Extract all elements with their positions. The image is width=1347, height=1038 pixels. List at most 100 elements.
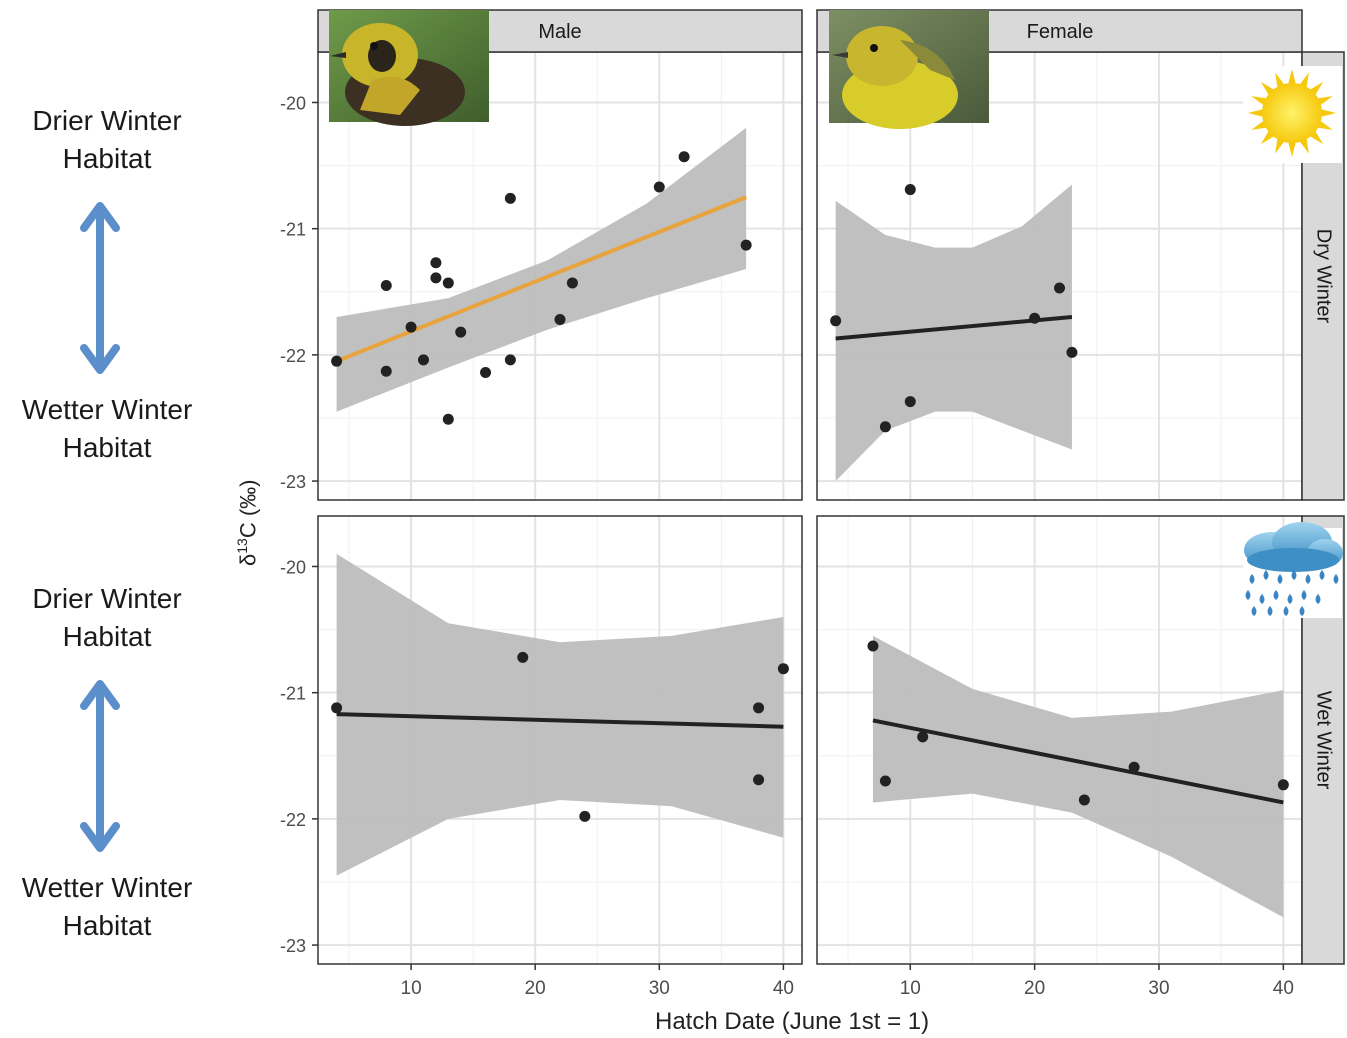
y-tick-label: -21 — [280, 220, 306, 240]
data-point — [579, 810, 591, 822]
x-tick-label: 40 — [1273, 978, 1294, 999]
male-bird-photo — [329, 10, 489, 126]
facet-strip-label: Female — [1027, 21, 1094, 43]
double-arrow-icon-bottom — [80, 676, 120, 861]
data-point — [517, 651, 529, 663]
y-tick-label: -20 — [280, 557, 306, 577]
rain-drop — [1283, 606, 1289, 616]
rain-drop — [1291, 570, 1297, 580]
panel-male-wet-winter: -20 -21 -22 -23 10 20 30 40 — [280, 515, 803, 999]
data-point — [405, 321, 417, 333]
facet-strip-label: Male — [538, 21, 581, 43]
sun-ray — [1318, 121, 1333, 130]
y-tick-label: -23 — [280, 472, 306, 492]
rain-drop — [1319, 570, 1325, 580]
drier-habitat-label-top: Drier Winter Habitat — [32, 105, 182, 174]
data-point — [380, 365, 392, 377]
double-arrow-icon-top — [80, 198, 120, 383]
confidence-band — [872, 635, 1284, 918]
x-tick-label: 30 — [1148, 978, 1169, 999]
sun-ray — [1275, 72, 1284, 87]
rain-drop — [1259, 594, 1265, 604]
confidence-band — [336, 553, 784, 876]
rain-drop — [1277, 574, 1283, 584]
y-tick-label: -20 — [280, 93, 306, 113]
data-point — [430, 257, 442, 269]
sun-ray — [1288, 142, 1296, 157]
facet-strip-label: Dry Winter — [1313, 229, 1335, 324]
data-point — [1054, 282, 1065, 294]
y-tick-label: -21 — [280, 684, 306, 704]
confidence-band — [336, 127, 747, 412]
sun-ray — [1260, 131, 1274, 145]
x-tick-label: 20 — [525, 978, 546, 999]
data-point — [653, 181, 665, 193]
data-point — [380, 279, 392, 291]
data-point — [753, 774, 765, 786]
sun-ray — [1310, 131, 1324, 145]
data-point — [904, 396, 916, 408]
sun-ray — [1300, 139, 1309, 154]
data-point — [879, 421, 891, 433]
rain-drop — [1305, 574, 1311, 584]
data-point — [753, 702, 765, 714]
data-point — [442, 277, 454, 289]
data-point — [566, 277, 578, 289]
rain-drop — [1315, 594, 1321, 604]
data-point — [904, 184, 916, 196]
sun-ray — [1260, 81, 1274, 95]
wetter-habitat-label-bottom: Wetter Winter Habitat — [21, 872, 193, 941]
x-tick-label: 10 — [900, 978, 921, 999]
x-tick-label: 30 — [649, 978, 670, 999]
rain-drop — [1249, 574, 1255, 584]
data-point — [1066, 346, 1078, 358]
y-tick-label: -23 — [280, 936, 306, 956]
x-tick-label: 40 — [773, 978, 794, 999]
sun-ray — [1288, 69, 1296, 84]
data-point — [1029, 312, 1041, 324]
rain-drop — [1333, 574, 1339, 584]
facet-strip-label: Wet Winter — [1313, 691, 1335, 790]
sun-ray — [1300, 72, 1309, 87]
y-tick-label: -22 — [280, 346, 306, 366]
regression-line — [336, 712, 784, 729]
data-point — [830, 315, 842, 327]
wetter-habitat-label-top: Wetter Winter Habitat — [21, 394, 193, 463]
x-tick-label: 20 — [1024, 978, 1045, 999]
sun-ray — [1275, 139, 1284, 154]
data-point — [1128, 761, 1140, 773]
panel-female-wet-winter: 10 20 30 40 — [816, 515, 1303, 999]
panel-border — [317, 515, 803, 965]
data-point — [1277, 779, 1289, 791]
data-point — [417, 354, 429, 366]
data-point — [480, 367, 492, 379]
sun-ray — [1318, 96, 1333, 105]
sun-ray — [1248, 109, 1263, 117]
x-axis-title: Hatch Date (June 1st = 1) — [655, 1008, 930, 1035]
panels-layer: -20 -21 -22 -23 -20 -21 -22 -23 10 20 30 40 10 20 30 40… — [280, 9, 1345, 999]
data-point — [331, 702, 343, 714]
data-point — [442, 413, 454, 425]
data-point — [879, 775, 891, 787]
regression-line — [335, 195, 747, 364]
data-point — [455, 326, 467, 338]
data-point — [777, 663, 789, 675]
rain-drop — [1287, 594, 1293, 604]
data-point — [554, 314, 566, 326]
drier-habitat-label-bottom: Drier Winter Habitat — [32, 583, 182, 652]
y-tick-label: -22 — [280, 810, 306, 830]
data-point — [917, 731, 929, 743]
sun-ray — [1321, 109, 1336, 117]
data-point — [678, 151, 690, 163]
data-point — [740, 239, 752, 251]
rain-drop — [1301, 590, 1307, 600]
regression-line — [872, 718, 1284, 805]
rain-drop — [1263, 570, 1269, 580]
rain-drop — [1251, 606, 1257, 616]
confidence-band — [835, 184, 1072, 482]
sun-ray — [1310, 81, 1324, 95]
data-point — [331, 355, 343, 367]
rain-cloud-icon — [1243, 522, 1343, 618]
